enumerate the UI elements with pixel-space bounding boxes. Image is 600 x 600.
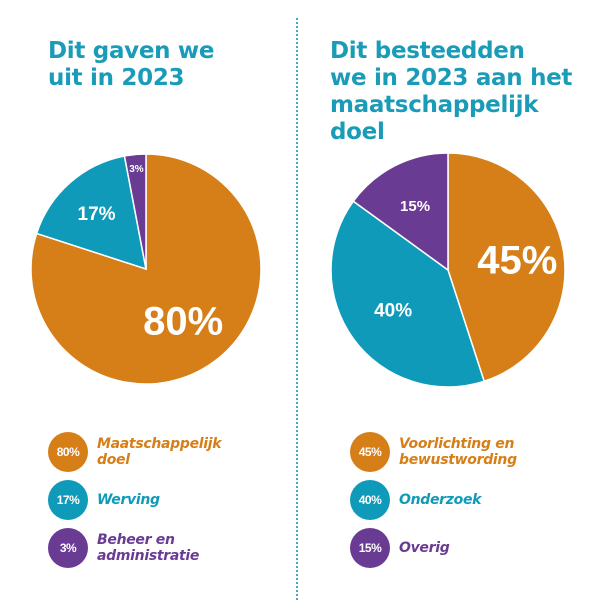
title-line: Dit besteedden xyxy=(330,38,525,64)
pie-slice-overig xyxy=(352,152,449,272)
legend-label-line: Voorlichting en xyxy=(399,436,515,452)
pie-slice-voorlichting-en-bewustwording xyxy=(447,152,566,383)
pie-slice-werving xyxy=(35,155,147,271)
legend-item: 80% Maatschappelijk doel xyxy=(48,432,222,472)
pie-slice-label: 80% xyxy=(143,300,223,344)
chart-title-goal-spending: Dit besteedden we in 2023 aan het maatsc… xyxy=(330,38,600,146)
pie-slice-label: 17% xyxy=(78,204,116,225)
legend-label: Voorlichting en bewustwording xyxy=(399,436,517,468)
chart-title-spending: Dit gaven we uit in 2023 xyxy=(48,38,214,92)
legend-badge: 15% xyxy=(350,528,390,568)
legend-item: 15% Overig xyxy=(350,528,450,568)
title-line: Dit gaven we xyxy=(48,38,215,64)
title-line: we in 2023 aan het xyxy=(330,65,573,91)
legend-item: 17% Werving xyxy=(48,480,160,520)
pie-goal-spending: 45% 40% 15% xyxy=(330,152,566,388)
pie-spending: 80% 17% 3% xyxy=(30,153,262,385)
title-line: maatschappelijk doel xyxy=(330,92,539,145)
pie-slice-label: 45% xyxy=(477,238,557,282)
legend-item: 3% Beheer en administratie xyxy=(48,528,199,568)
legend-badge: 80% xyxy=(48,432,88,472)
column-divider xyxy=(296,18,298,600)
legend-badge: 17% xyxy=(48,480,88,520)
legend-badge: 45% xyxy=(350,432,390,472)
pie-slice-beheer-en-administratie xyxy=(123,153,147,270)
title-line: uit in 2023 xyxy=(48,65,185,91)
pie-slice-label: 3% xyxy=(129,164,144,175)
legend-label: Beheer en administratie xyxy=(97,532,200,564)
pie-slice-maatschappelijk-doel xyxy=(30,153,262,385)
pie-slice-label: 40% xyxy=(374,301,412,322)
legend-label: Werving xyxy=(97,492,160,508)
legend-badge: 40% xyxy=(350,480,390,520)
legend-label-line: bewustwording xyxy=(399,452,517,468)
legend-label: Maatschappelijk doel xyxy=(97,436,222,468)
legend-item: 45% Voorlichting en bewustwording xyxy=(350,432,517,472)
pie-slice-label: 15% xyxy=(400,198,430,215)
legend-item: 40% Onderzoek xyxy=(350,480,481,520)
legend-badge: 3% xyxy=(48,528,88,568)
pie-slice-onderzoek xyxy=(330,200,486,388)
legend-label: Overig xyxy=(399,540,450,556)
legend-label: Onderzoek xyxy=(399,492,482,508)
